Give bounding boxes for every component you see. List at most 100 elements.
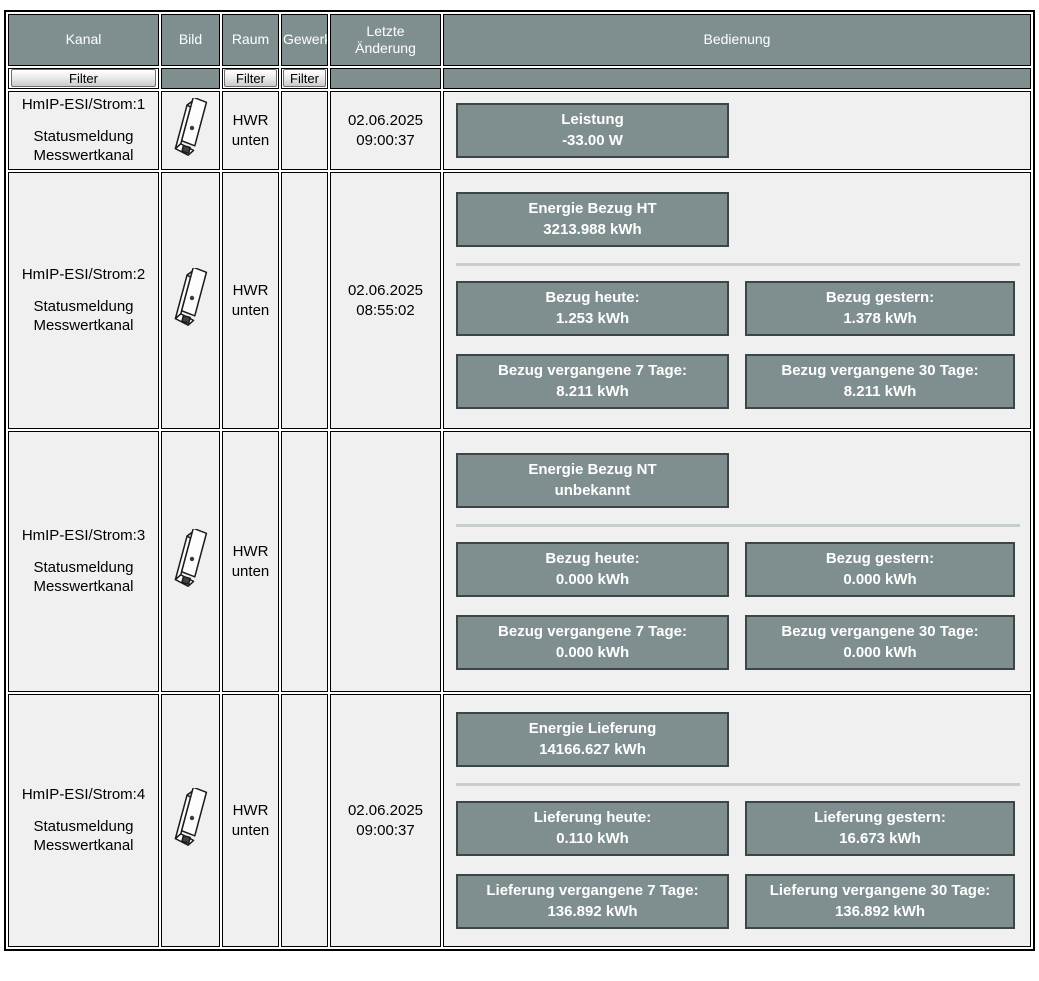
column-header-kanal: Kanal xyxy=(8,14,159,66)
hmip-esi-device-icon xyxy=(168,96,214,164)
table-row: HmIP-ESI/Strom:2 Statusmeldung Messwertk… xyxy=(8,172,1031,429)
energy-reading-button[interactable]: Energie Lieferung 14166.627 kWh xyxy=(456,712,729,767)
filter-row: Filter Filter Filter xyxy=(8,68,1031,89)
room-label: HWR unten xyxy=(231,282,270,319)
letzte-aenderung-filter-cell xyxy=(330,68,441,89)
kanal-cell: HmIP-ESI/Strom:4 Statusmeldung Messwertk… xyxy=(8,694,159,947)
raum-cell: HWR unten xyxy=(222,172,279,429)
hmip-esi-device-icon xyxy=(168,527,214,595)
gewerk-cell xyxy=(281,694,328,947)
reading-label: Energie Bezug NT xyxy=(528,461,657,478)
column-header-raum: Raum xyxy=(222,14,279,66)
reading-value: 1.378 kWh xyxy=(843,310,917,327)
gewerk-cell xyxy=(281,172,328,429)
column-header-bild: Bild xyxy=(161,14,220,66)
reading-label: Lieferung vergangene 7 Tage: xyxy=(486,882,699,899)
gewerk-cell xyxy=(281,431,328,692)
channel-type: Statusmeldung Messwertkanal xyxy=(33,127,134,164)
reading-label: Lieferung vergangene 30 Tage: xyxy=(769,882,991,899)
reading-button[interactable]: Bezug vergangene 30 Tage: 0.000 kWh xyxy=(745,615,1015,670)
reading-button[interactable]: Lieferung vergangene 30 Tage: 136.892 kW… xyxy=(745,874,1015,929)
energy-reading-button[interactable]: Energie Bezug NT unbekannt xyxy=(456,453,729,508)
reading-value: 0.000 kWh xyxy=(843,644,917,661)
reading-label: Bezug gestern: xyxy=(825,550,935,567)
column-header-bedienung: Bedienung xyxy=(443,14,1031,66)
reading-value: 1.253 kWh xyxy=(555,310,630,327)
reading-value: 136.892 kWh xyxy=(547,903,638,920)
raum-cell: HWR unten xyxy=(222,431,279,692)
channel-name: HmIP-ESI/Strom:2 xyxy=(21,265,146,283)
reading-label: Bezug vergangene 30 Tage: xyxy=(781,362,979,379)
room-label: HWR unten xyxy=(231,543,270,580)
reading-button[interactable]: Bezug heute: 1.253 kWh xyxy=(456,281,729,336)
reading-label: Bezug vergangene 7 Tage: xyxy=(498,362,687,379)
bedienung-cell: Energie Bezug HT 3213.988 kWh Bezug heut… xyxy=(443,172,1031,429)
table-row: HmIP-ESI/Strom:3 Statusmeldung Messwertk… xyxy=(8,431,1031,692)
reading-button[interactable]: Bezug heute: 0.000 kWh xyxy=(456,542,729,597)
reading-button[interactable]: Lieferung gestern: 16.673 kWh xyxy=(745,801,1015,856)
letzte-aenderung-cell xyxy=(330,431,441,692)
bild-cell xyxy=(161,91,220,170)
channel-type: Statusmeldung Messwertkanal xyxy=(33,558,134,595)
reading-button[interactable]: Bezug vergangene 7 Tage: 8.211 kWh xyxy=(456,354,729,409)
reading-button[interactable]: Bezug vergangene 30 Tage: 8.211 kWh xyxy=(745,354,1015,409)
bild-filter-cell xyxy=(161,68,220,89)
room-label: HWR unten xyxy=(231,802,270,839)
reading-value: 3213.988 kWh xyxy=(543,221,642,238)
gewerk-cell xyxy=(281,91,328,170)
room-label: HWR unten xyxy=(231,112,270,149)
reading-label: Lieferung heute: xyxy=(533,809,652,826)
reading-button[interactable]: Lieferung vergangene 7 Tage: 136.892 kWh xyxy=(456,874,729,929)
last-change: 02.06.2025 09:00:37 xyxy=(347,802,424,839)
reading-value: unbekannt xyxy=(554,482,631,499)
reading-button[interactable]: Bezug gestern: 1.378 kWh xyxy=(745,281,1015,336)
letzte-aenderung-cell: 02.06.2025 08:55:02 xyxy=(330,172,441,429)
reading-button[interactable]: Bezug gestern: 0.000 kWh xyxy=(745,542,1015,597)
bedienung-filter-cell xyxy=(443,68,1031,89)
gewerk-filter-cell: Filter xyxy=(281,68,328,89)
device-status-table: Kanal Bild Raum Gewerk Letzte Änderung B… xyxy=(4,10,1035,951)
kanal-filter-cell: Filter xyxy=(8,68,159,89)
page: Kanal Bild Raum Gewerk Letzte Änderung B… xyxy=(4,10,1035,951)
reading-label: Energie Bezug HT xyxy=(528,200,657,217)
header-row: Kanal Bild Raum Gewerk Letzte Änderung B… xyxy=(8,14,1031,66)
channel-type: Statusmeldung Messwertkanal xyxy=(33,297,134,334)
channel-name: HmIP-ESI/Strom:1 xyxy=(21,95,146,113)
bedienung-cell: Energie Bezug NT unbekannt Bezug heute: … xyxy=(443,431,1031,692)
column-header-letzte-aenderung: Letzte Änderung xyxy=(330,14,441,66)
reading-button[interactable]: Lieferung heute: 0.110 kWh xyxy=(456,801,729,856)
hmip-esi-device-icon xyxy=(168,786,214,854)
table-row: HmIP-ESI/Strom:4 Statusmeldung Messwertk… xyxy=(8,694,1031,947)
kanal-filter-button[interactable]: Filter xyxy=(10,69,157,88)
energy-reading-button[interactable]: Energie Bezug HT 3213.988 kWh xyxy=(456,192,729,247)
kanal-cell: HmIP-ESI/Strom:2 Statusmeldung Messwertk… xyxy=(8,172,159,429)
bild-cell xyxy=(161,431,220,692)
reading-value: 8.211 kWh xyxy=(556,383,629,400)
bedienung-cell: Energie Lieferung 14166.627 kWh Lieferun… xyxy=(443,694,1031,947)
gewerk-filter-button[interactable]: Filter xyxy=(283,69,326,88)
last-change: 02.06.2025 08:55:02 xyxy=(347,282,424,319)
reading-button[interactable]: Bezug vergangene 7 Tage: 0.000 kWh xyxy=(456,615,729,670)
divider xyxy=(456,783,1020,786)
reading-value: 0.000 kWh xyxy=(555,644,630,661)
kanal-cell: HmIP-ESI/Strom:1 Statusmeldung Messwertk… xyxy=(8,91,159,170)
divider xyxy=(456,524,1020,527)
reading-label: Leistung xyxy=(561,111,624,128)
channel-name: HmIP-ESI/Strom:4 xyxy=(21,785,146,803)
raum-filter-cell: Filter xyxy=(222,68,279,89)
reading-value: 136.892 kWh xyxy=(834,903,926,920)
raum-filter-button[interactable]: Filter xyxy=(224,69,277,88)
reading-value: 8.211 kWh xyxy=(843,383,917,400)
raum-cell: HWR unten xyxy=(222,91,279,170)
reading-value: 16.673 kWh xyxy=(839,830,921,847)
bedienung-cell: Leistung -33.00 W xyxy=(443,91,1031,170)
reading-value: 0.000 kWh xyxy=(555,571,630,588)
letzte-aenderung-cell: 02.06.2025 09:00:37 xyxy=(330,91,441,170)
reading-button[interactable]: Leistung -33.00 W xyxy=(456,103,729,158)
reading-label: Energie Lieferung xyxy=(528,720,657,737)
reading-label: Lieferung gestern: xyxy=(814,809,946,826)
letzte-aenderung-cell: 02.06.2025 09:00:37 xyxy=(330,694,441,947)
reading-value: 14166.627 kWh xyxy=(539,741,646,758)
reading-label: Bezug vergangene 7 Tage: xyxy=(498,623,687,640)
column-header-gewerk: Gewerk xyxy=(281,14,328,66)
